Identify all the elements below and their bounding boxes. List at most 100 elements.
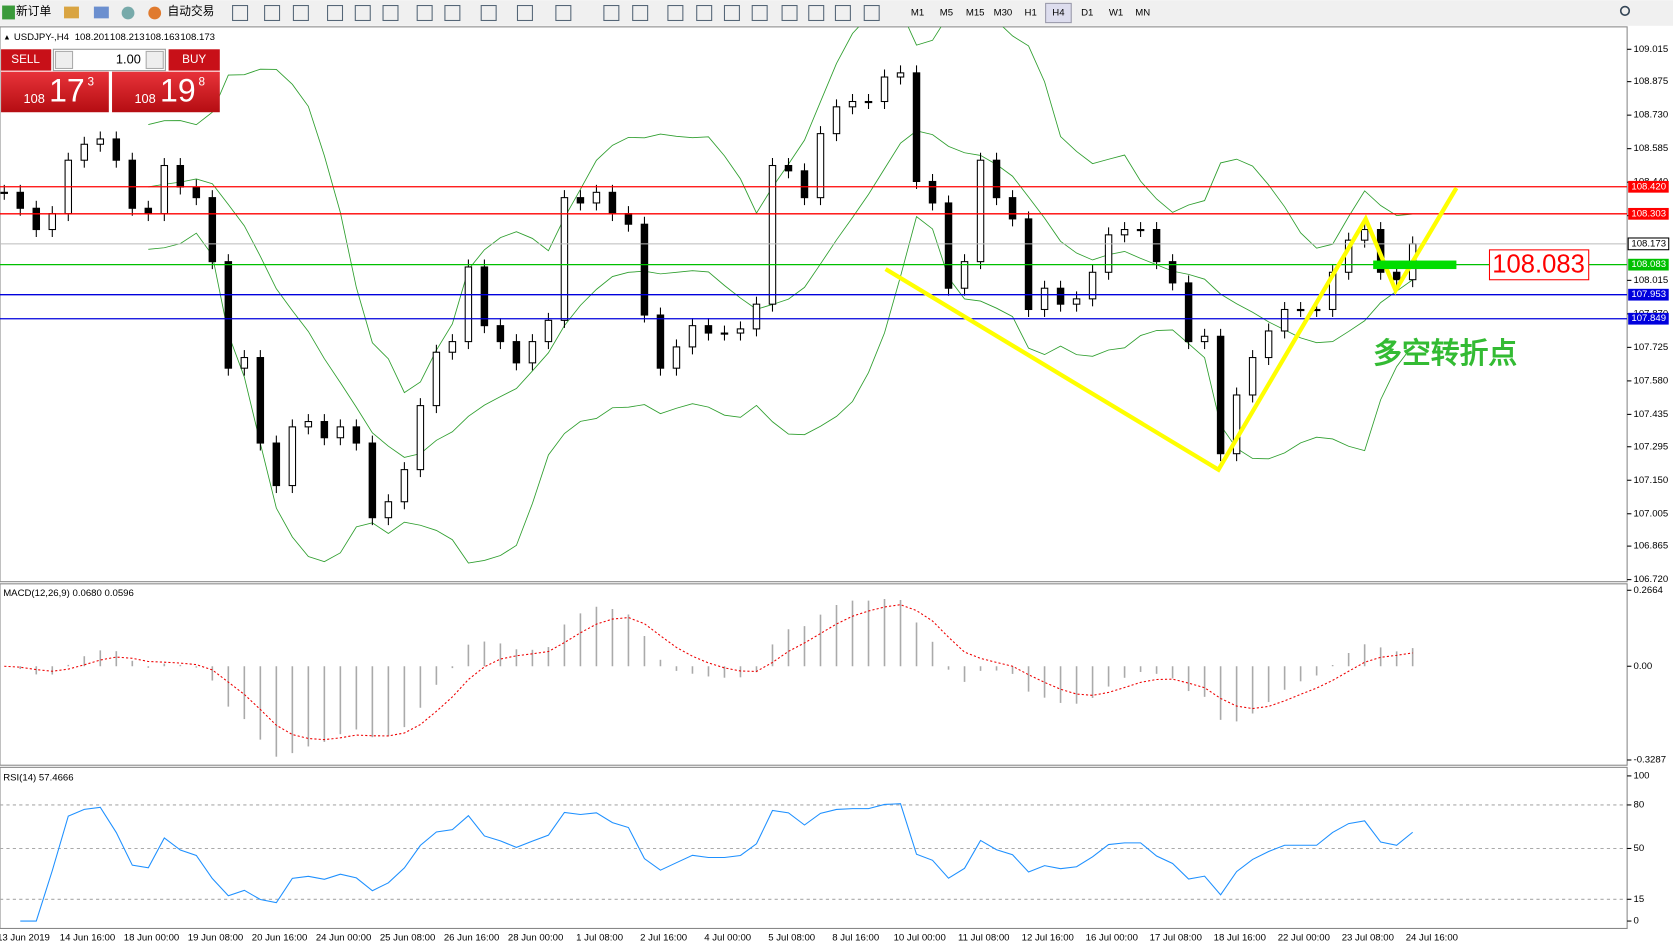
candle-body — [1280, 308, 1289, 332]
lots-field[interactable] — [52, 48, 166, 72]
auto-trading-icon[interactable] — [148, 6, 162, 20]
x-tick-label: 20 Jun 16:00 — [252, 933, 307, 944]
candle-body — [624, 213, 633, 225]
toolbar-icon[interactable] — [416, 5, 433, 22]
lots-value[interactable]: 1.00 — [116, 51, 141, 66]
price-label-box — [1488, 249, 1590, 281]
candle-body — [880, 76, 889, 103]
rsi-panel — [0, 766, 1628, 929]
candle-body — [944, 202, 953, 289]
price-tag-label: 108.303 — [1631, 208, 1666, 219]
signal-line — [4, 604, 1413, 741]
timeframe-button[interactable]: M5 — [940, 8, 953, 19]
price-tag — [1628, 180, 1669, 193]
toolbar-icon[interactable] — [327, 5, 344, 22]
candle-body — [128, 159, 137, 209]
toolbar-icon[interactable] — [863, 5, 880, 22]
timeframe-button[interactable]: D1 — [1081, 8, 1093, 19]
main-chart — [0, 26, 1628, 583]
toolbar-icon[interactable] — [696, 5, 713, 22]
timeframe-button[interactable]: M1 — [911, 8, 924, 19]
toolbar-icon[interactable] — [632, 5, 649, 22]
macd-panel — [0, 583, 1628, 766]
candle-body — [752, 303, 761, 330]
candle-body — [432, 351, 441, 407]
buy-price-big: 108 — [134, 91, 155, 106]
toolbar-icon[interactable] — [292, 5, 309, 22]
toolbar-icon[interactable] — [781, 5, 798, 22]
rsi-title: RSI(14) 57.4666 — [3, 773, 73, 784]
lots-up[interactable] — [145, 50, 164, 70]
timeframe-button[interactable]: H1 — [1025, 8, 1037, 19]
sell-price-big: 108 — [23, 91, 44, 106]
y-tick-label: 106.720 — [1634, 574, 1669, 585]
toolbar-icon[interactable] — [382, 5, 399, 22]
new-order-icon[interactable] — [2, 5, 15, 20]
sell-label[interactable]: SELL — [11, 53, 40, 66]
toolbar-icon[interactable] — [834, 5, 851, 22]
candle-body — [1360, 228, 1369, 241]
new-order-button[interactable]: 新订单 — [16, 4, 51, 18]
x-tick-label: 23 Jul 08:00 — [1342, 933, 1394, 944]
sell-button[interactable] — [1, 49, 52, 71]
timeframe-buttons: M1 M5 M15 M30 H1 H4 D1 W1 MN — [911, 2, 1150, 24]
timeframe-button[interactable]: MN — [1135, 8, 1150, 19]
candle-body — [272, 442, 281, 487]
candle-body — [0, 191, 9, 194]
symbol: USDJPY-,H4 — [14, 32, 70, 43]
active-timeframe[interactable] — [1045, 2, 1072, 24]
pivot-marker — [1373, 260, 1457, 270]
x-tick-label: 28 Jun 00:00 — [508, 933, 563, 944]
toolbar-icon[interactable] — [516, 5, 533, 22]
toolbar-icon[interactable] — [751, 5, 768, 22]
buy-price-box[interactable] — [112, 71, 220, 113]
x-tick-label: 14 Jun 16:00 — [60, 933, 115, 944]
lots-down[interactable] — [54, 50, 74, 70]
toolbar-icon[interactable] — [93, 6, 109, 19]
toolbar-icon[interactable] — [603, 5, 620, 22]
toolbar-icon[interactable] — [232, 5, 249, 22]
candle-body — [384, 501, 393, 519]
candle-body — [336, 426, 345, 439]
x-tick-label: 2 Jul 16:00 — [640, 933, 687, 944]
rsi-line — [20, 803, 1413, 922]
x-tick-label: 17 Jul 08:00 — [1150, 933, 1202, 944]
buy-button[interactable] — [168, 49, 220, 71]
search-icon[interactable] — [1619, 5, 1631, 16]
y-tick-label: 108.875 — [1634, 76, 1669, 87]
y-tick-label: 108.585 — [1634, 143, 1669, 154]
x-tick-label: 26 Jun 16:00 — [444, 933, 499, 944]
price-tag — [1628, 258, 1669, 271]
toolbar-icon[interactable] — [808, 5, 825, 22]
annotation-text: 多空转折点 — [1373, 337, 1517, 370]
x-tick-label: 22 Jul 00:00 — [1278, 933, 1330, 944]
y-tick-label: 0 — [1634, 916, 1639, 927]
toolbar-icon[interactable] — [444, 5, 461, 22]
toolbar-icon[interactable] — [555, 5, 572, 22]
y-tick-label: 108.730 — [1634, 110, 1669, 121]
candle-body — [192, 186, 201, 199]
toolbar-icon[interactable] — [64, 6, 79, 19]
x-tick-label: 18 Jun 00:00 — [124, 933, 179, 944]
timeframe-button[interactable]: W1 — [1109, 8, 1123, 19]
candle-body — [896, 72, 905, 78]
candle-body — [1184, 282, 1193, 343]
timeframe-button[interactable]: H4 — [1052, 8, 1065, 19]
candle-body — [368, 442, 377, 519]
auto-trading-button[interactable]: 自动交易 — [168, 4, 215, 18]
candle-body — [208, 197, 217, 263]
toolbar-icon[interactable] — [723, 5, 740, 22]
toolbar-icon[interactable] — [264, 5, 281, 22]
toolbar-icon[interactable] — [121, 6, 135, 20]
toolbar-icon[interactable] — [480, 5, 497, 22]
toolbar-icon[interactable] — [354, 5, 371, 22]
toolbar-icon[interactable] — [667, 5, 684, 22]
candle-body — [48, 213, 57, 231]
timeframe-button[interactable]: M30 — [994, 8, 1013, 19]
buy-label[interactable]: BUY — [182, 53, 206, 66]
sell-price-box[interactable] — [1, 71, 109, 113]
y-tick-label: 108.015 — [1634, 275, 1669, 286]
y-tick-label: 107.150 — [1634, 475, 1669, 486]
candle-body — [1008, 197, 1017, 220]
timeframe-button[interactable]: M15 — [966, 8, 985, 19]
